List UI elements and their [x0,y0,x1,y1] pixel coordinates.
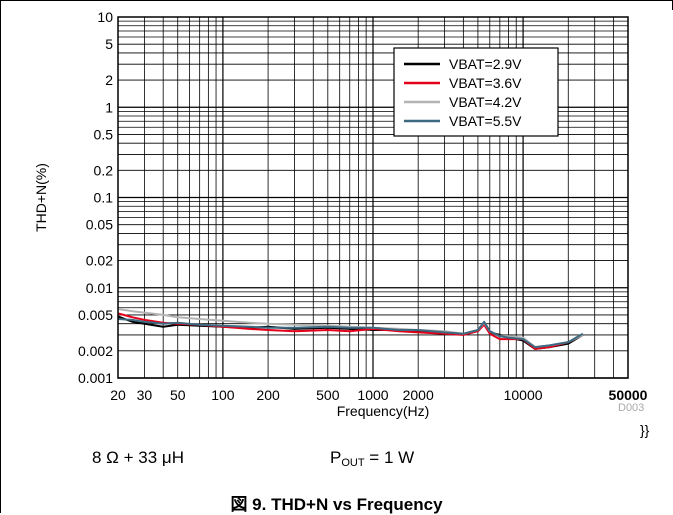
grid-lines [117,17,629,379]
y-tick-label: 0.001 [78,370,113,386]
frame-left-border [0,0,1,513]
series-line [117,318,584,349]
y-tick-label: 2 [105,72,113,88]
x-axis-label: Frequency(Hz) [337,403,430,419]
data-series [117,308,584,350]
x-tick-label: 50 [170,387,186,403]
load-condition: 8 Ω + 33 μH [92,448,184,467]
x-tick-label: 2000 [403,387,434,403]
legend-label: VBAT=2.9V [449,56,522,72]
x-tick-label: 1000 [357,387,388,403]
pout-symbol: P [330,448,342,467]
x-tick-label: 200 [256,387,280,403]
y-tick-label: 5 [105,36,113,52]
plot-border [117,16,629,379]
x-tick-label: 10000 [504,387,543,403]
thd-frequency-chart: 20 30 50 100 200 500 1000 2000 10000 50000 0.001 0.… [33,9,648,419]
y-tick-label: 10 [97,9,113,25]
y-tick-label: 0.05 [86,217,113,233]
tick-labels: 20 30 50 100 200 500 1000 2000 10000 50000 0.001 0.… [78,9,648,403]
x-tick-label: 50000 [609,387,648,403]
x-tick-label: 500 [316,387,340,403]
legend-label: VBAT=3.6V [449,75,522,91]
y-tick-label: 0.5 [94,126,114,142]
y-tick-label: 1 [105,99,113,115]
legend-label: VBAT=4.2V [449,94,522,110]
y-tick-label: 0.002 [78,343,113,359]
series-line [117,308,584,349]
x-tick-label: 30 [137,387,153,403]
frame-top-border [0,0,673,1]
y-tick-label: 0.2 [94,162,114,178]
y-tick-label: 0.02 [86,253,113,269]
y-tick-label: 0.01 [86,280,113,296]
y-axis-label: THD+N(%) [33,163,49,232]
pout-condition: POUT = 1 W [330,448,414,469]
figure-caption: 図 9. THD+N vs Frequency [230,495,443,514]
x-tick-label: 100 [211,387,235,403]
pout-subscript: OUT [341,457,365,469]
legend: VBAT=2.9V VBAT=3.6V VBAT=4.2V VBAT=5.5V [393,47,559,137]
legend-label: VBAT=5.5V [449,113,522,129]
figure-id: D003 [618,402,645,414]
brace-text: }} [640,422,650,438]
pout-value: = 1 W [364,448,415,467]
x-tick-label: 20 [110,387,126,403]
y-tick-label: 0.1 [94,190,114,206]
series-line [117,315,584,350]
y-tick-label: 0.005 [78,307,113,323]
